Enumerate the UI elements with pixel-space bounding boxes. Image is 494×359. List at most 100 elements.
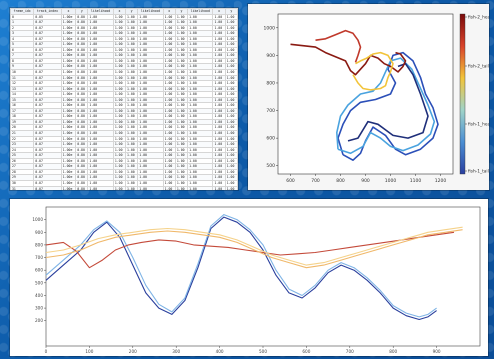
table-cell[interactable]: 19 [10, 118, 35, 126]
table-cell[interactable]: 1.00 [174, 80, 189, 87]
table-cell[interactable]: 1.00 [112, 118, 127, 126]
table-cell[interactable]: 1.00 [125, 185, 139, 190]
table-cell[interactable]: 1.00 [174, 19, 189, 26]
table-cell[interactable]: 1.00 [112, 19, 127, 26]
table-cell[interactable]: 1.00 [174, 107, 189, 115]
table-cell[interactable]: 1.00 [224, 63, 238, 70]
table-cell[interactable]: 1.00 [224, 118, 238, 126]
table-row[interactable]: 29 0.07 1.00e 0.80 1.00 1.00 1.00 1.00 1.00 1.00 1… [10, 174, 238, 181]
table-cell[interactable]: 1.00 [112, 96, 127, 104]
table-cell[interactable]: 0 [10, 13, 35, 21]
table-cell[interactable]: 0.80 [75, 63, 89, 70]
table-cell[interactable]: 1.00 [174, 102, 189, 109]
table-row[interactable]: 23 0.07 1.00e 0.80 1.00 1.00 1.00 1.00 1.00 1.00 1… [10, 141, 238, 148]
table-cell[interactable]: 1.00 [125, 74, 139, 82]
table-cell[interactable]: 1.00 [112, 185, 127, 190]
table-cell[interactable]: 0.80 [75, 13, 89, 21]
spreadsheet-panel[interactable]: frame_idx track_index x y likelihood x y likeli… [10, 8, 238, 190]
table-row[interactable]: 9 0.07 1.00e 0.80 1.00 1.00 1.00 1.00 1.00 1.00 1.… [10, 63, 238, 70]
table-cell[interactable]: 0.80 [75, 74, 89, 82]
table-cell[interactable]: 1.00 [112, 69, 127, 76]
table-cell[interactable]: 1.00 [112, 91, 127, 98]
table-cell[interactable]: 1.00 [224, 69, 238, 76]
table-cell[interactable]: 11 [10, 74, 35, 82]
table-cell[interactable]: 1.00e [60, 107, 77, 115]
table-cell[interactable]: 1.00e [60, 102, 77, 109]
column-header[interactable]: likelihood [187, 8, 214, 15]
table-cell[interactable]: 1.00 [174, 13, 189, 21]
table-cell[interactable]: 1.00 [112, 85, 127, 93]
table-cell[interactable]: 1.00 [224, 13, 238, 21]
table-cell[interactable]: 1.00 [224, 107, 238, 115]
table-cell[interactable]: 1.00e [60, 91, 77, 98]
table-cell[interactable]: 1.00e [60, 113, 77, 120]
table-cell[interactable]: 1.00 [187, 185, 214, 190]
table-row[interactable]: 27 0.07 1.00e 0.80 1.00 1.00 1.00 1.00 1.00 1.00 1… [10, 163, 238, 170]
table-cell[interactable]: 1.00 [224, 102, 238, 109]
table-cell[interactable]: 1.00 [224, 74, 238, 82]
table-cell[interactable]: 1.00 [87, 185, 114, 190]
table-cell[interactable]: 1.00 [125, 13, 139, 21]
table-cell[interactable]: 15 [10, 96, 35, 104]
table-cell[interactable]: 1.00 [224, 85, 238, 93]
table-cell[interactable]: 1.00 [125, 91, 139, 98]
table-row[interactable]: 26 0.07 1.00e 0.80 1.00 1.00 1.00 1.00 1.00 1.00 1… [10, 157, 238, 165]
table-cell[interactable]: 1.00 [125, 69, 139, 76]
table-cell[interactable]: 0.80 [75, 85, 89, 93]
table-cell[interactable]: 17 [10, 107, 35, 115]
table-cell[interactable]: 1.00e [60, 74, 77, 82]
column-header[interactable]: likelihood [87, 8, 114, 15]
table-row[interactable]: 17 0.07 1.00e 0.80 1.00 1.00 1.00 1.00 1.00 1.00 1… [10, 107, 238, 115]
tracking-data-table[interactable]: frame_idx track_index x y likelihood x y likeli… [10, 8, 238, 190]
table-cell[interactable]: 1.00 [224, 19, 238, 26]
table-row[interactable]: 30 0.07 1.00e 0.80 1.00 1.00 1.00 1.00 1.00 1.00 1… [10, 179, 238, 187]
table-cell[interactable]: 1.00 [174, 69, 189, 76]
table-cell[interactable]: 1.00 [224, 80, 238, 87]
table-row[interactable]: 2 0.07 1.00e 0.80 1.00 1.00 1.00 1.00 1.00 1.00 1.… [10, 24, 238, 32]
table-cell[interactable]: 1.00 [125, 113, 139, 120]
table-row[interactable]: 19 0.07 1.00e 0.80 1.00 1.00 1.00 1.00 1.00 1.00 1… [10, 118, 238, 126]
table-cell[interactable]: 0.80 [75, 69, 89, 76]
table-cell[interactable]: 31 [10, 185, 35, 190]
table-row[interactable]: 21 0.07 1.00e 0.80 1.00 1.00 1.00 1.00 1.00 1.00 1… [10, 130, 238, 137]
table-cell[interactable]: 1.00 [174, 85, 189, 93]
table-cell[interactable]: 1.00 [125, 118, 139, 126]
table-row[interactable]: 16 0.07 1.00e 0.80 1.00 1.00 1.00 1.00 1.00 1.00 1… [10, 102, 238, 109]
table-cell[interactable]: 1.00e [60, 24, 77, 32]
table-cell[interactable]: 1.00 [174, 91, 189, 98]
table-cell[interactable]: 1.00 [125, 63, 139, 70]
table-cell[interactable]: 1.00e [60, 63, 77, 70]
table-cell[interactable]: 1.00 [112, 74, 127, 82]
table-row[interactable]: 13 0.07 1.00e 0.80 1.00 1.00 1.00 1.00 1.00 1.00 1… [10, 85, 238, 93]
table-cell[interactable]: 1.00 [224, 113, 238, 120]
table-cell[interactable]: 0.80 [75, 113, 89, 120]
table-cell[interactable]: 1.00e [60, 185, 77, 190]
table-cell[interactable]: 12 [10, 80, 35, 87]
table-cell[interactable]: 0.80 [75, 24, 89, 32]
table-cell[interactable]: 1.00 [112, 102, 127, 109]
table-row[interactable]: 0 0.05 1.00e 0.80 1.00 1.00 1.00 1.00 1.00 1.00 1.… [10, 13, 238, 21]
table-cell[interactable]: 1.00 [112, 63, 127, 70]
table-cell[interactable]: 1.00 [137, 185, 164, 190]
table-row[interactable]: 15 0.07 1.00e 0.80 1.00 1.00 1.00 1.00 1.00 1.00 1… [10, 96, 238, 104]
table-cell[interactable]: 1.00 [112, 113, 127, 120]
table-row[interactable]: 24 0.07 1.00e 0.80 1.00 1.00 1.00 1.00 1.00 1.00 1… [10, 146, 238, 154]
table-cell[interactable]: 18 [10, 113, 35, 120]
table-cell[interactable]: 1.00 [112, 107, 127, 115]
table-cell[interactable]: 1.00 [112, 13, 127, 21]
table-cell[interactable]: 9 [10, 63, 35, 70]
table-row[interactable]: 18 0.07 1.00e 0.80 1.00 1.00 1.00 1.00 1.00 1.00 1… [10, 113, 238, 120]
table-cell[interactable]: 1.00 [125, 102, 139, 109]
table-cell[interactable]: 1.00e [60, 118, 77, 126]
table-cell[interactable]: 0.80 [75, 19, 89, 26]
table-cell[interactable]: 1.00e [60, 96, 77, 104]
table-cell[interactable]: 1.00 [224, 91, 238, 98]
table-cell[interactable]: 0.80 [75, 80, 89, 87]
table-cell[interactable]: 1.00 [125, 19, 139, 26]
table-cell[interactable]: 1.00 [162, 185, 176, 190]
column-header[interactable]: track_index [33, 8, 62, 15]
table-cell[interactable]: 1.00 [174, 96, 189, 104]
table-cell[interactable]: 1.00 [174, 24, 189, 32]
table-cell[interactable]: 1.00e [60, 69, 77, 76]
table-cell[interactable]: 16 [10, 102, 35, 109]
